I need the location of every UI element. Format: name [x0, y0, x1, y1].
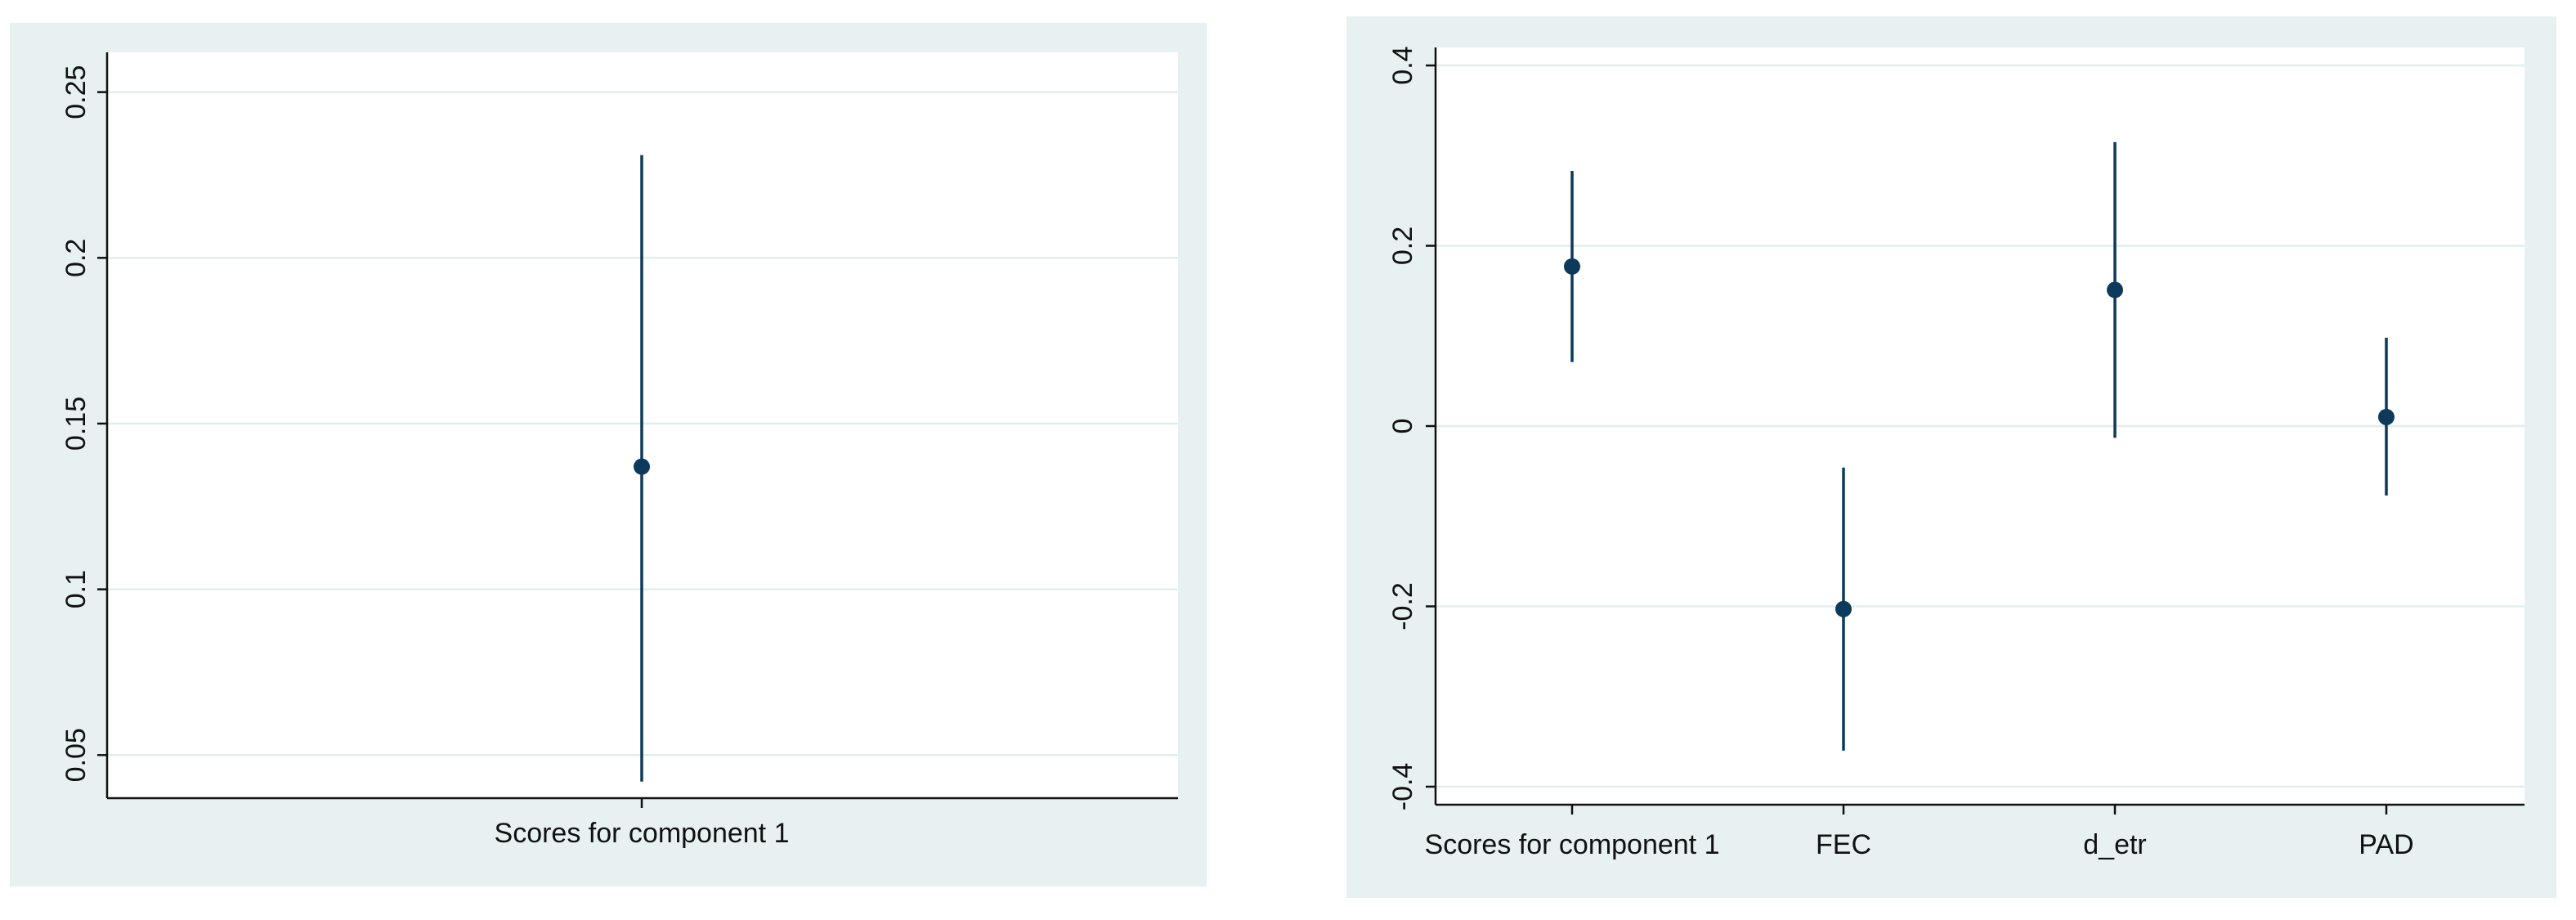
point-estimate — [634, 458, 650, 475]
y-tick-label: 0.1 — [60, 570, 92, 608]
chart-right-gridlines — [1436, 64, 2524, 788]
chart-left-marks — [634, 155, 650, 782]
y-tick-label: 0 — [1387, 419, 1418, 434]
chart-right: -0.4 -0.2 0 0.2 0.4 Scores for component 1 FEC… — [1346, 16, 2556, 898]
x-tick-label: Scores for component 1 — [495, 818, 790, 849]
point-estimate — [1564, 258, 1580, 275]
chart-left-axes — [97, 52, 1178, 808]
y-tick-label: 0.25 — [60, 65, 92, 119]
x-tick-label: FEC — [1816, 829, 1871, 860]
chart-left: 0.05 0.1 0.15 0.2 0.25 Scores for component 1 — [10, 23, 1207, 886]
chart-right-axes — [1426, 47, 2524, 815]
point-estimate — [2107, 281, 2123, 298]
x-tick-label: Scores for component 1 — [1425, 829, 1720, 860]
point-estimate — [2378, 408, 2395, 425]
x-tick-label: d_etr — [2083, 829, 2147, 860]
y-tick-label: 0.05 — [60, 728, 92, 782]
y-tick-label: 0.4 — [1387, 46, 1418, 84]
y-tick-label: 0.2 — [1387, 227, 1418, 265]
chart-right-tick-labels: -0.4 -0.2 0 0.2 0.4 Scores for component 1 FEC… — [1387, 46, 2414, 860]
y-tick-label: -0.2 — [1387, 582, 1418, 631]
x-tick-label: PAD — [2359, 829, 2413, 860]
y-tick-label: 0.15 — [60, 397, 92, 451]
y-tick-label: -0.4 — [1387, 763, 1418, 811]
chart-left-tick-labels: 0.05 0.1 0.15 0.2 0.25 Scores for component 1 — [60, 65, 789, 849]
y-tick-label: 0.2 — [60, 239, 92, 277]
point-estimate — [1835, 600, 1852, 617]
chart-right-marks — [1564, 141, 2395, 751]
